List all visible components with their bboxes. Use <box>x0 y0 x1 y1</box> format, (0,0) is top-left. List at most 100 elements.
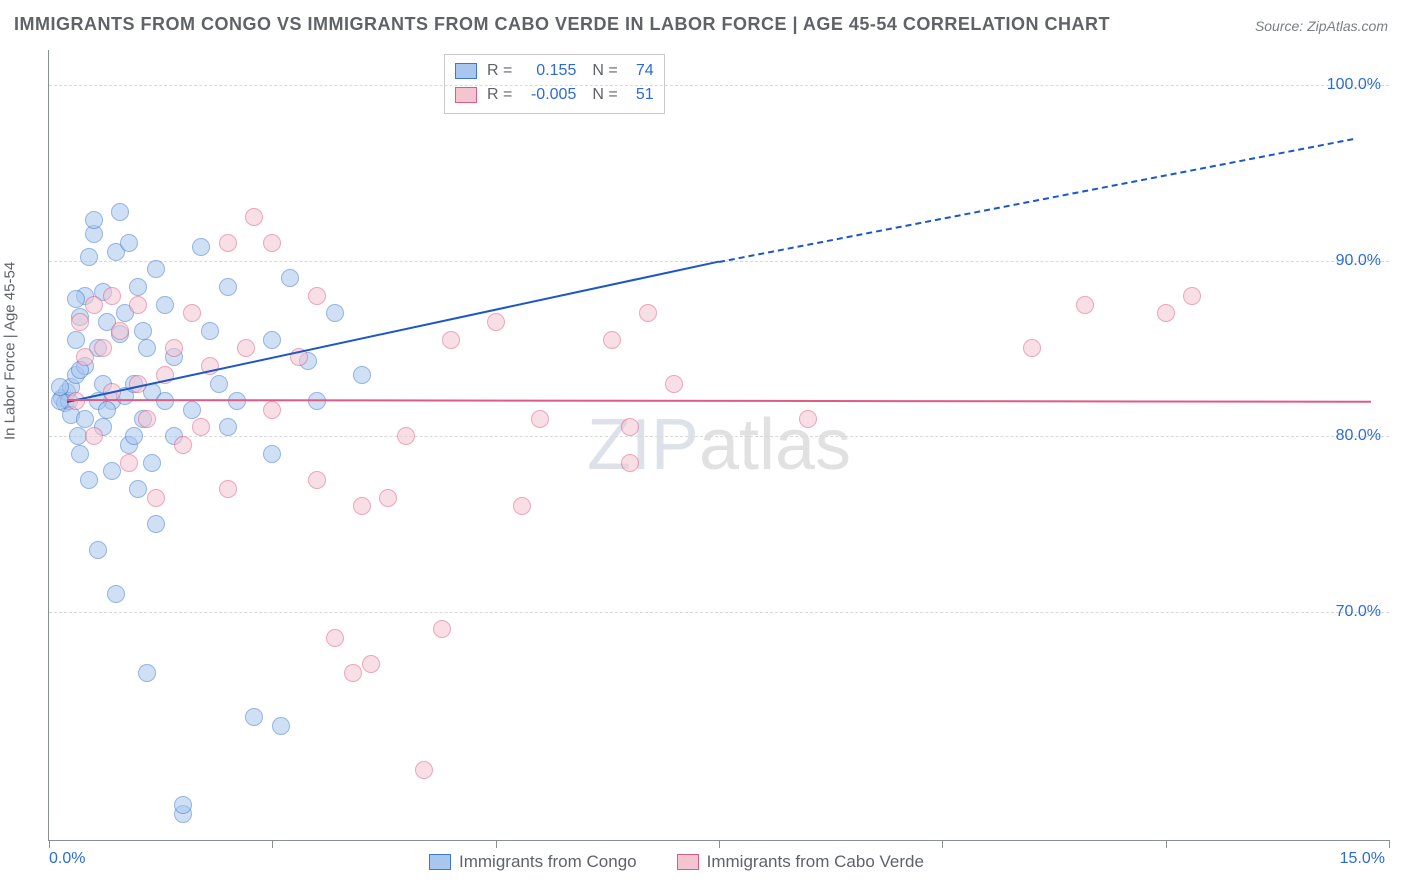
trend-line <box>719 138 1354 263</box>
legend-label-congo: Immigrants from Congo <box>459 852 637 872</box>
x-tick <box>496 840 497 848</box>
swatch-congo <box>455 63 477 79</box>
scatter-point-cabo <box>147 489 165 507</box>
gridline <box>49 612 1389 613</box>
x-tick <box>1389 840 1390 848</box>
scatter-point-congo <box>103 462 121 480</box>
trend-line <box>67 261 720 403</box>
scatter-point-congo <box>201 322 219 340</box>
scatter-point-congo <box>156 296 174 314</box>
watermark-atlas: atlas <box>699 405 851 485</box>
scatter-point-congo <box>174 796 192 814</box>
scatter-point-congo <box>76 410 94 428</box>
scatter-point-cabo <box>353 497 371 515</box>
scatter-point-congo <box>263 445 281 463</box>
correlation-row-congo: R = 0.155 N = 74 <box>455 59 654 83</box>
scatter-point-congo <box>281 269 299 287</box>
scatter-point-cabo <box>433 620 451 638</box>
scatter-point-congo <box>67 290 85 308</box>
scatter-point-cabo <box>85 427 103 445</box>
legend-item-cabo: Immigrants from Cabo Verde <box>677 852 924 872</box>
r-value-congo: 0.155 <box>520 62 576 80</box>
scatter-point-cabo <box>219 234 237 252</box>
scatter-point-congo <box>80 471 98 489</box>
scatter-point-cabo <box>129 296 147 314</box>
r-label: R = <box>487 62 512 80</box>
scatter-point-cabo <box>799 410 817 428</box>
scatter-point-congo <box>138 339 156 357</box>
x-tick <box>272 840 273 848</box>
scatter-point-congo <box>129 278 147 296</box>
scatter-point-congo <box>353 366 371 384</box>
scatter-point-cabo <box>85 296 103 314</box>
scatter-point-congo <box>111 203 129 221</box>
scatter-plot-area: ZIPatlas R = 0.155 N = 74 R = -0.005 N =… <box>48 50 1389 841</box>
scatter-point-congo <box>219 418 237 436</box>
bottom-legend: Immigrants from Congo Immigrants from Ca… <box>429 844 924 872</box>
scatter-point-cabo <box>183 304 201 322</box>
scatter-point-cabo <box>1157 304 1175 322</box>
scatter-point-congo <box>80 248 98 266</box>
scatter-point-congo <box>98 401 116 419</box>
r-label: R = <box>487 86 512 104</box>
scatter-point-congo <box>107 585 125 603</box>
scatter-point-cabo <box>1076 296 1094 314</box>
scatter-point-cabo <box>603 331 621 349</box>
scatter-point-cabo <box>621 454 639 472</box>
swatch-cabo <box>677 854 699 870</box>
scatter-point-cabo <box>326 629 344 647</box>
scatter-point-cabo <box>76 348 94 366</box>
scatter-point-congo <box>85 211 103 229</box>
scatter-point-cabo <box>379 489 397 507</box>
x-tick <box>719 840 720 848</box>
scatter-point-cabo <box>263 234 281 252</box>
scatter-point-congo <box>326 304 344 322</box>
trend-line <box>67 399 1371 403</box>
y-tick-label: 100.0% <box>1327 76 1381 94</box>
y-tick-label: 80.0% <box>1336 427 1381 445</box>
correlation-legend-box: R = 0.155 N = 74 R = -0.005 N = 51 <box>444 54 665 114</box>
n-label: N = <box>592 62 617 80</box>
watermark-zip: ZIP <box>587 405 699 485</box>
gridline <box>49 85 1389 86</box>
scatter-point-congo <box>143 454 161 472</box>
scatter-point-congo <box>272 717 290 735</box>
y-axis-label: In Labor Force | Age 45-54 <box>2 262 19 440</box>
y-tick-label: 90.0% <box>1336 252 1381 270</box>
scatter-point-cabo <box>362 655 380 673</box>
scatter-point-congo <box>71 445 89 463</box>
scatter-point-cabo <box>621 418 639 436</box>
source-attribution: Source: ZipAtlas.com <box>1255 18 1388 34</box>
scatter-point-cabo <box>531 410 549 428</box>
scatter-point-cabo <box>308 287 326 305</box>
scatter-point-cabo <box>71 313 89 331</box>
legend-label-cabo: Immigrants from Cabo Verde <box>707 852 924 872</box>
scatter-point-cabo <box>94 339 112 357</box>
scatter-point-cabo <box>120 454 138 472</box>
scatter-point-cabo <box>487 313 505 331</box>
correlation-row-cabo: R = -0.005 N = 51 <box>455 83 654 107</box>
scatter-point-congo <box>89 541 107 559</box>
scatter-point-cabo <box>174 436 192 454</box>
n-value-congo: 74 <box>626 62 654 80</box>
scatter-point-congo <box>219 278 237 296</box>
chart-title: IMMIGRANTS FROM CONGO VS IMMIGRANTS FROM… <box>14 14 1110 35</box>
scatter-point-cabo <box>308 471 326 489</box>
scatter-point-cabo <box>237 339 255 357</box>
scatter-point-cabo <box>111 322 129 340</box>
scatter-point-cabo <box>665 375 683 393</box>
scatter-point-congo <box>67 331 85 349</box>
scatter-point-cabo <box>639 304 657 322</box>
x-tick <box>49 840 50 848</box>
scatter-point-cabo <box>192 418 210 436</box>
scatter-point-cabo <box>415 761 433 779</box>
swatch-congo <box>429 854 451 870</box>
x-tick-label: 0.0% <box>49 850 85 868</box>
scatter-point-cabo <box>1183 287 1201 305</box>
scatter-point-congo <box>129 480 147 498</box>
scatter-point-cabo <box>344 664 362 682</box>
x-tick <box>1166 840 1167 848</box>
scatter-point-cabo <box>138 410 156 428</box>
x-tick <box>942 840 943 848</box>
scatter-point-congo <box>183 401 201 419</box>
